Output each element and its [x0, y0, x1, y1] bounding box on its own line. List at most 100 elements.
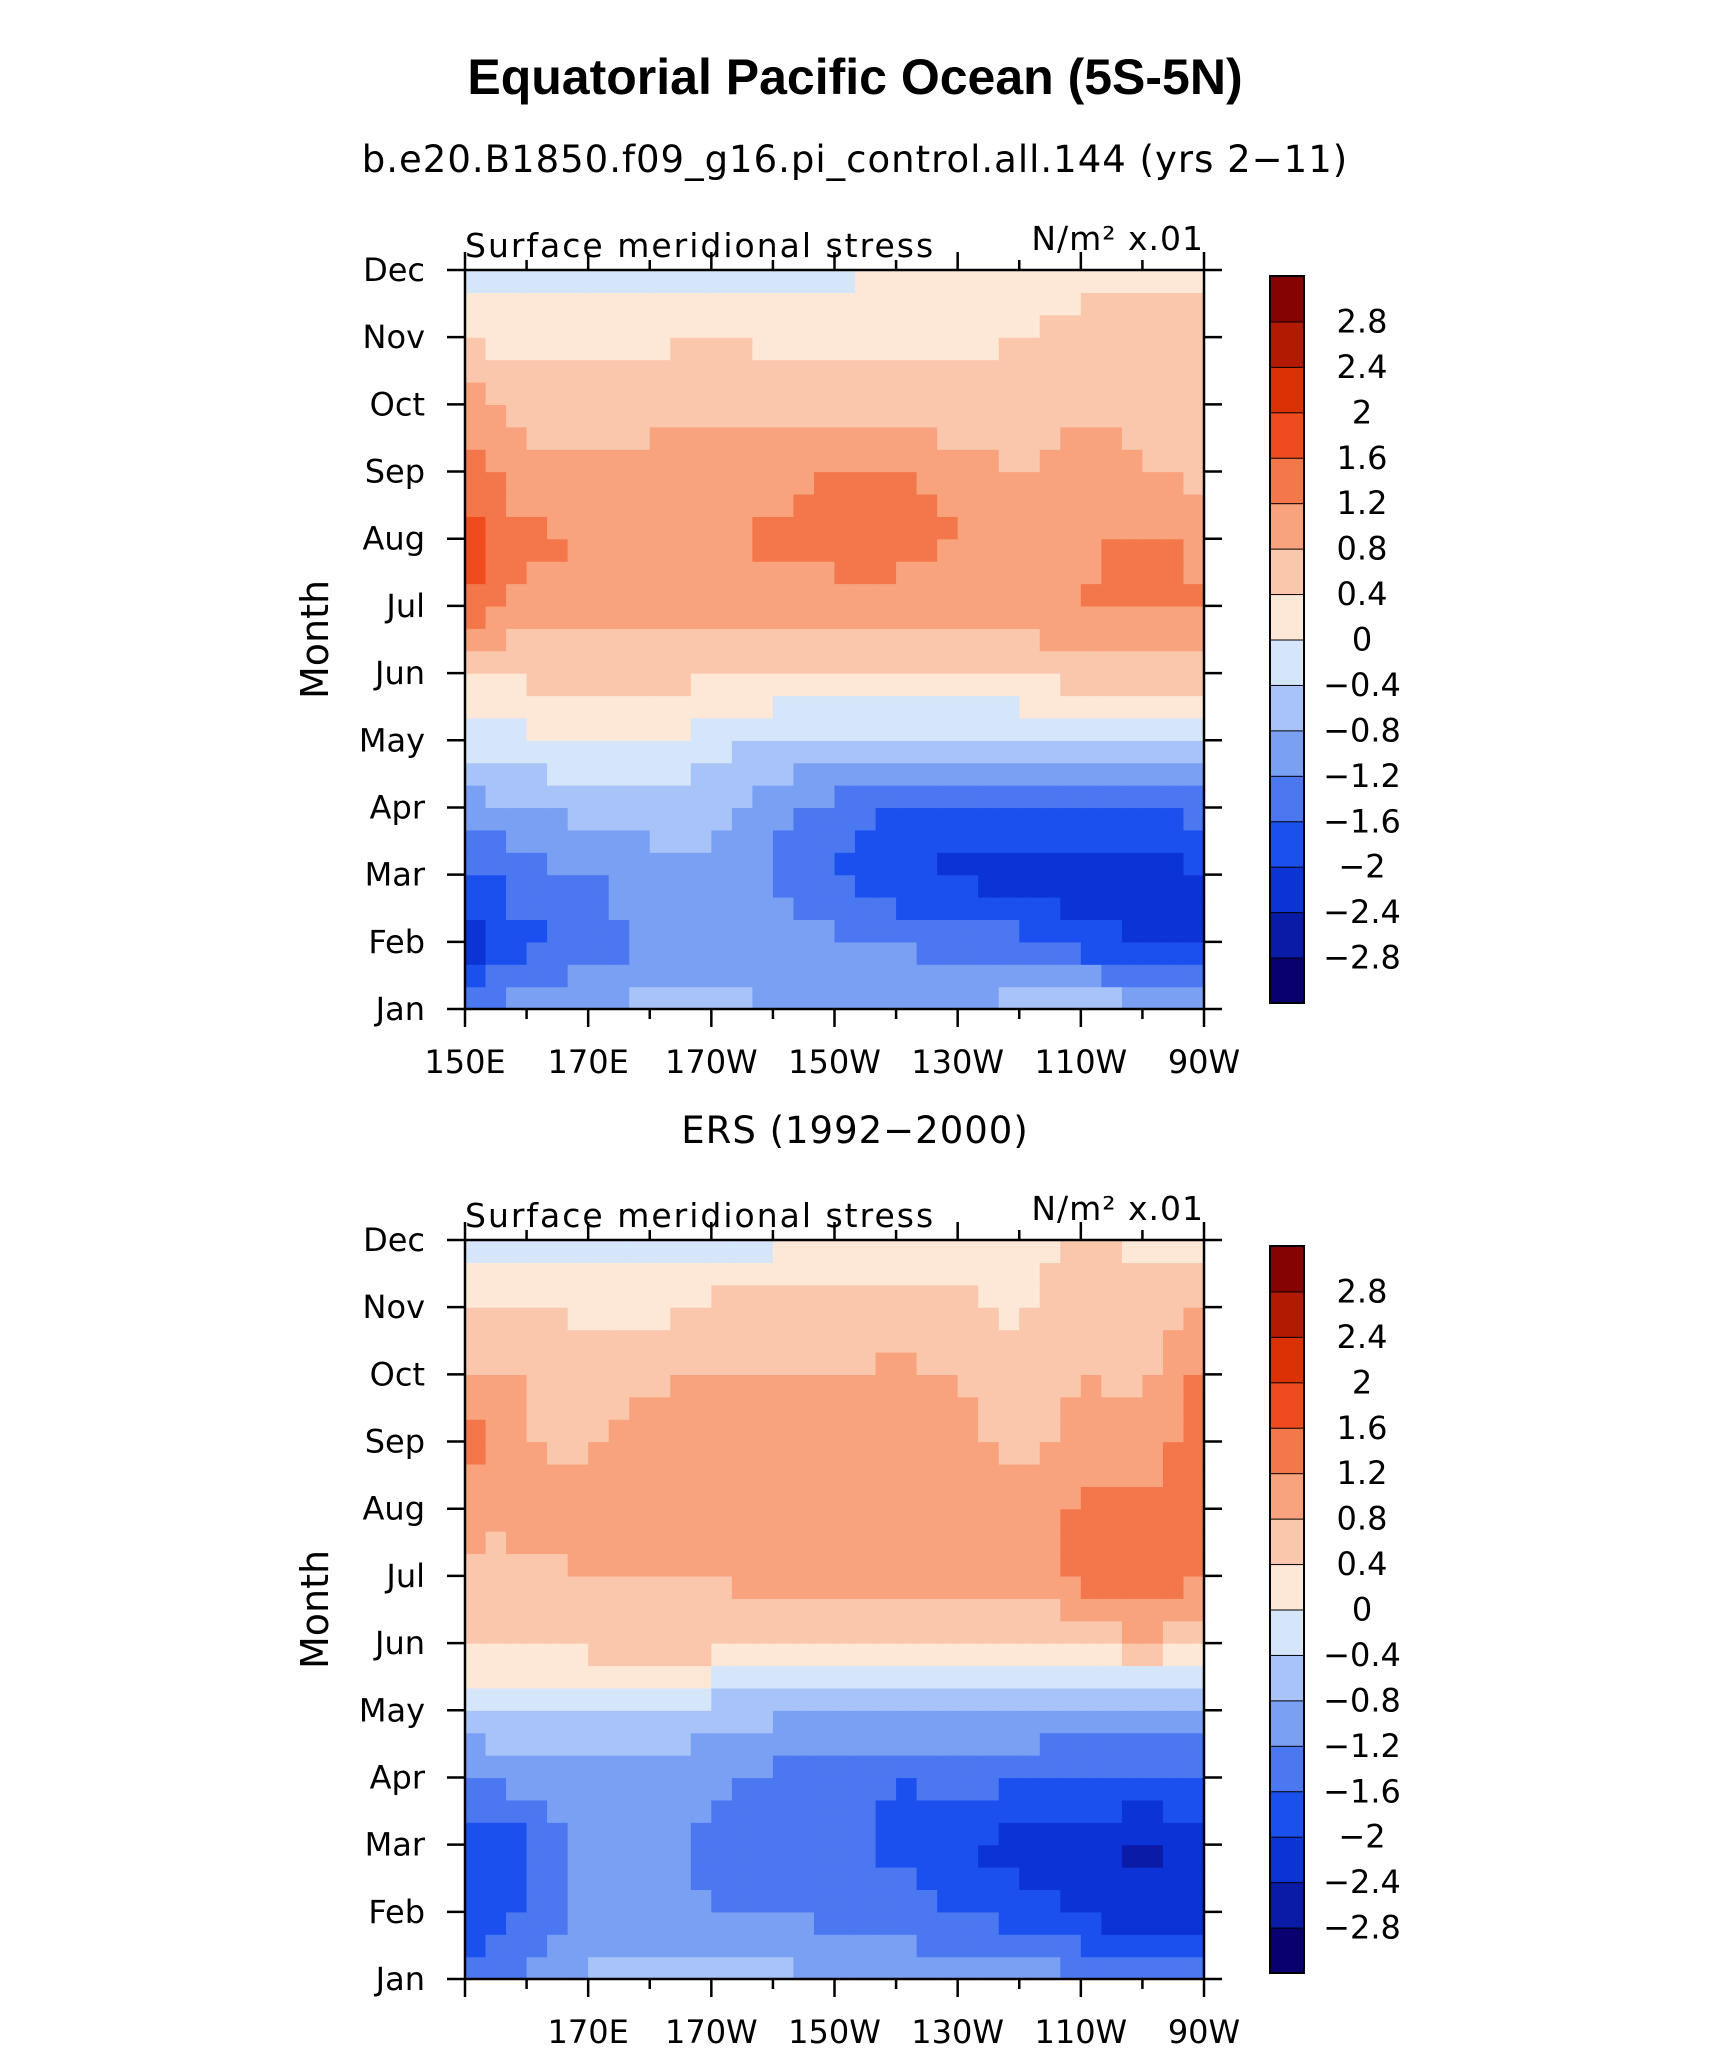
heatmap-cell — [793, 1508, 815, 1532]
heatmap-cell — [957, 1598, 979, 1622]
heatmap-cell — [608, 1934, 630, 1958]
heatmap-cell — [957, 583, 979, 607]
heatmap-cell — [731, 292, 753, 316]
heatmap-cell — [731, 807, 753, 831]
heatmap-cell — [957, 1620, 979, 1644]
heatmap-cell — [465, 1732, 487, 1756]
heatmap-cell — [937, 628, 959, 652]
heatmap-cell — [1101, 1553, 1123, 1577]
heatmap-cell — [1019, 381, 1041, 405]
heatmap-cell — [711, 359, 733, 383]
heatmap-cell — [526, 314, 548, 338]
heatmap-cell — [916, 605, 938, 629]
colorbar-label: 0.8 — [1337, 530, 1388, 568]
heatmap-cell — [1142, 404, 1164, 428]
heatmap-cell — [855, 1643, 877, 1667]
heatmap-cell — [793, 695, 815, 719]
heatmap-cell — [855, 1687, 877, 1711]
heatmap-cell — [896, 650, 918, 674]
heatmap-cell — [1080, 1531, 1102, 1555]
heatmap-cell — [916, 1329, 938, 1353]
heatmap-cell — [916, 270, 938, 293]
heatmap-cell — [506, 1934, 528, 1958]
heatmap-cell — [752, 292, 774, 316]
heatmap-cell — [1039, 1956, 1061, 1980]
heatmap-cell — [1183, 717, 1205, 741]
heatmap-cell — [998, 1643, 1020, 1667]
heatmap-cell — [608, 919, 630, 943]
heatmap-cell — [752, 807, 774, 831]
heatmap-cell — [937, 359, 959, 383]
heatmap-cell — [772, 1531, 795, 1555]
heatmap-cell — [1183, 1710, 1205, 1734]
heatmap-cell — [1183, 1262, 1205, 1286]
heatmap-cell — [978, 807, 1000, 831]
heatmap-cell — [937, 471, 959, 495]
heatmap-cell — [1019, 1307, 1041, 1331]
heatmap-cell — [834, 1956, 856, 1980]
heatmap-cell — [547, 807, 569, 831]
heatmap-cell — [875, 829, 897, 853]
heatmap-cell — [793, 829, 815, 853]
heatmap-cell — [1060, 897, 1082, 921]
heatmap-cell — [485, 1486, 507, 1510]
heatmap-cell — [711, 807, 733, 831]
heatmap-cell — [916, 874, 938, 898]
heatmap-cell — [649, 471, 671, 495]
heatmap-cell — [1080, 449, 1102, 473]
heatmap-cell — [567, 695, 589, 719]
heatmap-cell — [670, 1508, 692, 1532]
y-tick-label: Jul — [384, 1557, 425, 1595]
heatmap-cell — [547, 1643, 569, 1667]
heatmap-cell — [855, 493, 877, 517]
heatmap-cell — [896, 1374, 918, 1398]
heatmap-cell — [1039, 1889, 1061, 1913]
heatmap-cell — [1183, 538, 1205, 562]
heatmap-cell — [547, 762, 569, 786]
heatmap-cell — [1101, 493, 1123, 517]
heatmap-cell — [1142, 1844, 1164, 1868]
heatmap-cell — [1162, 1755, 1185, 1779]
heatmap-cell — [547, 1598, 569, 1622]
heatmap-cell — [1080, 404, 1102, 428]
heatmap-cell — [526, 1620, 548, 1644]
heatmap-cell — [1142, 1553, 1164, 1577]
heatmap-cell — [588, 941, 610, 965]
heatmap-cell — [1039, 314, 1061, 338]
heatmap-cell — [649, 897, 671, 921]
heatmap-cell — [937, 964, 959, 988]
heatmap-cell — [465, 919, 487, 943]
heatmap-cell — [998, 628, 1020, 652]
heatmap-cell — [772, 538, 795, 562]
heatmap-cell — [485, 337, 507, 361]
heatmap-cell — [1080, 941, 1102, 965]
heatmap-cell — [998, 1844, 1020, 1868]
heatmap-cell — [465, 740, 487, 764]
heatmap-cell — [506, 1374, 528, 1398]
heatmap-cell — [731, 493, 753, 517]
colorbar-box — [1269, 548, 1305, 596]
heatmap-cell — [1162, 1374, 1185, 1398]
heatmap-cell — [567, 359, 589, 383]
heatmap-cell — [875, 538, 897, 562]
heatmap-cell — [506, 404, 528, 428]
heatmap-cell — [506, 1889, 528, 1913]
heatmap-cell — [1142, 1508, 1164, 1532]
heatmap-cell — [855, 1956, 877, 1980]
heatmap-cell — [690, 1956, 712, 1980]
heatmap-cell — [875, 1262, 897, 1286]
heatmap-cell — [465, 404, 487, 428]
heatmap-cell — [711, 1889, 733, 1913]
heatmap-cell — [608, 516, 630, 540]
heatmap-cell — [916, 292, 938, 316]
heatmap-cell — [629, 941, 651, 965]
heatmap-cell — [506, 628, 528, 652]
heatmap-cell — [855, 964, 877, 988]
heatmap-cell — [937, 1486, 959, 1510]
heatmap-cell — [1142, 583, 1164, 607]
heatmap-cell — [855, 1889, 877, 1913]
heatmap-cell — [526, 1643, 548, 1667]
heatmap-cell — [1039, 1934, 1061, 1958]
heatmap-cell — [813, 897, 836, 921]
